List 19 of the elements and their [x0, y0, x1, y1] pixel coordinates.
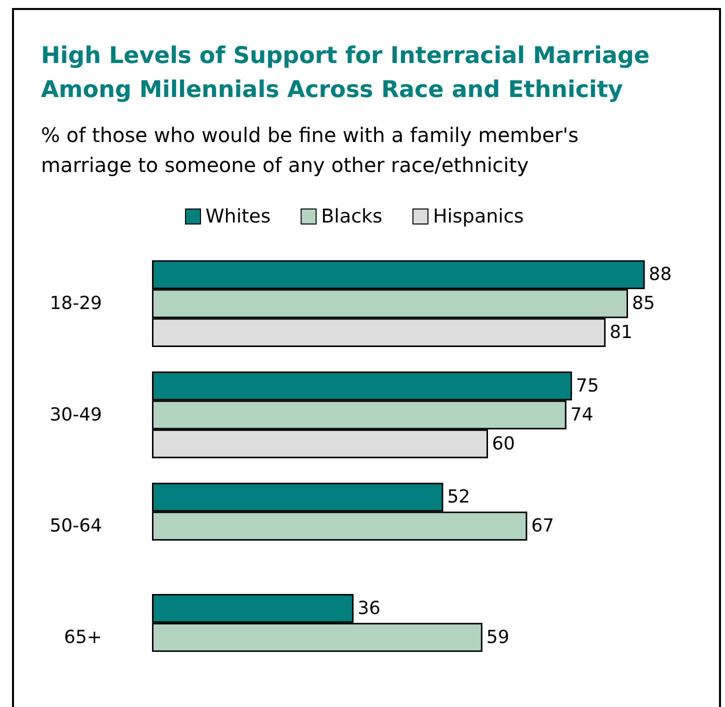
y-tick-label: 30-49 — [50, 404, 102, 426]
data-label: 67 — [531, 516, 554, 537]
data-label: 75 — [576, 375, 599, 396]
legend-label: Whites — [206, 206, 271, 228]
y-tick-label: 65+ — [64, 626, 102, 648]
data-label: 88 — [648, 264, 672, 286]
data-label: 81 — [610, 322, 633, 344]
data-label: 36 — [358, 598, 381, 619]
data-label: 85 — [632, 293, 655, 314]
data-label: 60 — [492, 433, 515, 454]
y-tick-label: 50-64 — [50, 516, 102, 537]
chart-title: High Levels of Support for Interracial Marriage Among Millennials Across Race and Ethnicity — [41, 43, 658, 103]
legend-label: Blacks — [321, 206, 382, 228]
chart-subtitle: % of those who would be fine with a family member's marriage to someone of any other race/ethnicity — [41, 123, 585, 177]
y-tick-label: 18-29 — [50, 293, 102, 314]
legend-label: Hispanics — [432, 206, 524, 228]
data-label: 52 — [447, 486, 470, 508]
data-label: 74 — [570, 404, 594, 426]
data-label: 59 — [486, 626, 510, 648]
